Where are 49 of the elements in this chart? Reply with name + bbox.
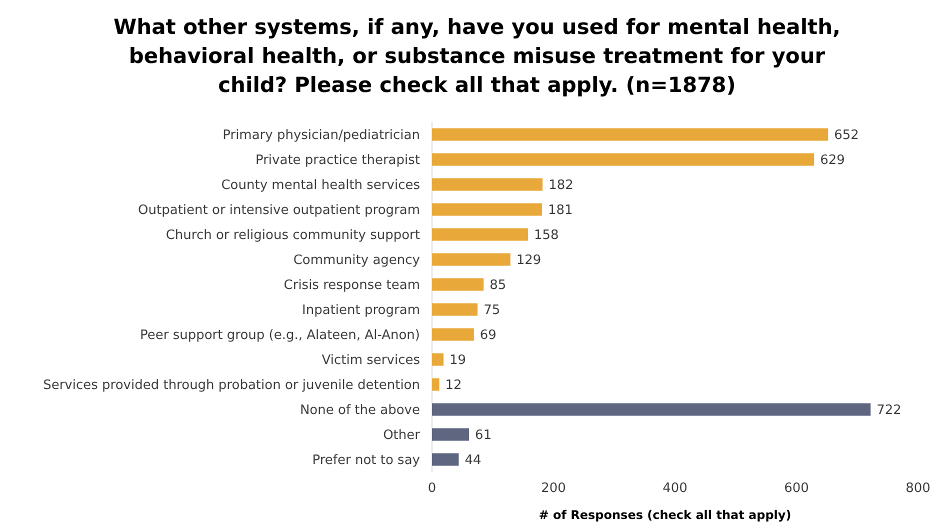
x-tick-label: 400 [662,481,688,496]
y-tick-label: Primary physician/pediatrician [222,128,420,144]
data-label: 182 [548,178,574,194]
bar [432,353,444,366]
data-label: 85 [490,278,506,294]
y-tick-label: Crisis response team [284,278,420,294]
y-tick-label: Services provided through probation or juvenile detention [43,378,420,394]
y-tick-label: Victim services [322,353,420,368]
bar [432,303,478,316]
data-label: 722 [876,403,902,418]
data-label: 181 [548,203,573,218]
data-label: 69 [480,328,496,344]
data-label: 652 [834,128,859,144]
y-tick-label: Church or religious community support [166,228,420,244]
x-tick-label: 800 [906,481,930,496]
chart-title: What other systems, if any, have you used for mental health, behavioral health, or substance misuse treatment for your child? Please check all that apply. (n=1878) [113,15,841,97]
bar [432,403,871,416]
bar [432,178,543,191]
x-tick-label: 0 [428,481,436,496]
y-tick-label: Inpatient program [302,303,420,318]
bar [432,153,814,166]
data-label: 158 [534,228,559,244]
bar [432,203,542,216]
data-label: 44 [464,453,482,468]
bar [432,128,828,141]
y-tick-label: Prefer not to say [312,453,420,468]
x-tick-label: 200 [541,481,566,496]
y-tick-label: Private practice therapist [255,153,420,168]
bar [432,253,510,266]
y-tick-label: None of the above [300,403,420,418]
y-tick-label: County mental health services [221,178,420,194]
bar [432,378,440,391]
bar [432,278,484,291]
bar [432,228,528,241]
data-label: 61 [475,428,492,444]
data-label: 12 [445,378,462,394]
data-label: 19 [450,353,466,368]
bar [432,428,470,441]
y-tick-label: Other [383,428,421,444]
y-tick-label: Outpatient or intensive outpatient program [138,203,420,218]
bar [432,328,474,341]
data-label: 129 [516,253,542,268]
data-label: 75 [484,303,500,318]
x-axis-title: # of Responses (check all that apply) [538,508,792,522]
y-tick-label: Community agency [293,253,420,268]
y-tick-label: Peer support group (e.g., Alateen, Al-Anon) [140,328,420,344]
data-label: 629 [820,153,845,168]
bar [432,453,459,466]
x-tick-label: 600 [784,481,809,496]
